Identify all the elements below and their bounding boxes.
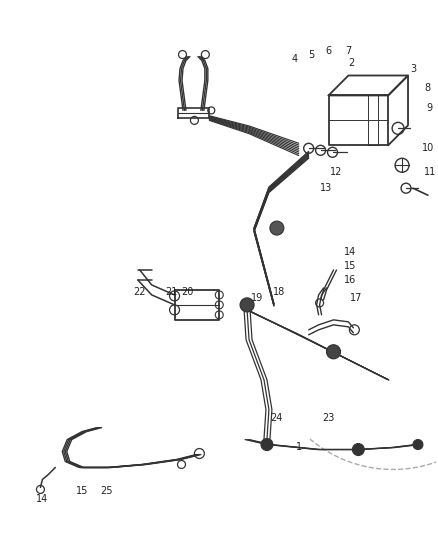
Text: 6: 6 bbox=[325, 45, 332, 55]
Text: 1: 1 bbox=[296, 442, 302, 452]
Text: 15: 15 bbox=[76, 487, 88, 496]
Circle shape bbox=[413, 440, 423, 449]
Text: 10: 10 bbox=[422, 143, 434, 154]
Circle shape bbox=[240, 298, 254, 312]
Text: 8: 8 bbox=[425, 84, 431, 93]
Text: 14: 14 bbox=[36, 495, 49, 504]
Text: 14: 14 bbox=[344, 247, 357, 257]
Text: 23: 23 bbox=[322, 413, 335, 423]
Circle shape bbox=[270, 221, 284, 235]
Text: 13: 13 bbox=[321, 183, 333, 193]
Text: 16: 16 bbox=[344, 275, 357, 285]
Text: 9: 9 bbox=[427, 103, 433, 114]
Circle shape bbox=[353, 443, 364, 456]
Text: 12: 12 bbox=[330, 167, 343, 177]
Text: 7: 7 bbox=[345, 45, 352, 55]
Text: 22: 22 bbox=[134, 287, 146, 297]
Text: 25: 25 bbox=[100, 487, 112, 496]
Text: 15: 15 bbox=[344, 261, 357, 271]
Text: 2: 2 bbox=[348, 58, 354, 68]
Text: 20: 20 bbox=[181, 287, 194, 297]
Circle shape bbox=[261, 439, 273, 450]
Text: 3: 3 bbox=[410, 63, 416, 74]
Text: 19: 19 bbox=[251, 293, 263, 303]
Text: 5: 5 bbox=[308, 50, 315, 60]
Text: 4: 4 bbox=[292, 53, 298, 63]
Circle shape bbox=[327, 345, 340, 359]
Text: 11: 11 bbox=[424, 167, 436, 177]
Text: 21: 21 bbox=[166, 287, 178, 297]
Text: 24: 24 bbox=[271, 413, 283, 423]
Text: 17: 17 bbox=[350, 293, 363, 303]
Text: 18: 18 bbox=[273, 287, 285, 297]
